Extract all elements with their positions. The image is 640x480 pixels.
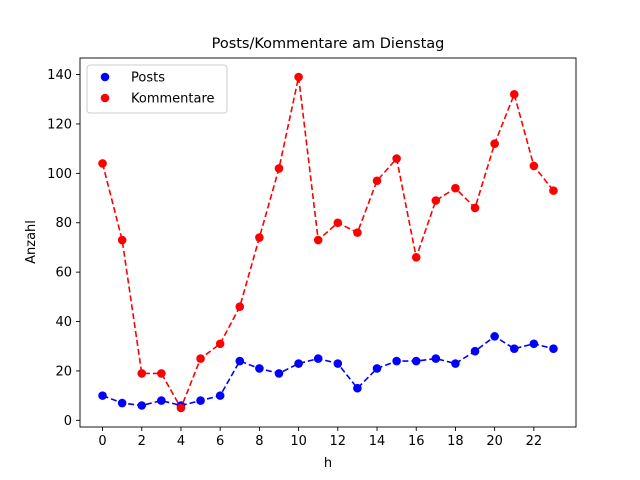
y-tick-label-60: 60 <box>55 266 72 281</box>
x-tick-label-22: 22 <box>526 434 543 449</box>
x-tick-label-2: 2 <box>138 434 146 449</box>
point-kommentare-21 <box>509 90 519 99</box>
point-kommentare-7 <box>235 302 245 312</box>
point-posts-13 <box>353 383 362 393</box>
x-tick-label-16: 16 <box>408 434 425 449</box>
point-posts-15 <box>392 356 401 366</box>
point-posts-10 <box>294 359 303 368</box>
point-kommentare-11 <box>313 235 323 245</box>
axes-frame <box>79 57 577 428</box>
x-tick-label-0: 0 <box>98 434 106 449</box>
point-posts-23 <box>549 344 558 354</box>
point-kommentare-5 <box>196 354 205 363</box>
point-kommentare-1 <box>117 235 127 245</box>
legend-box <box>86 64 228 114</box>
legend-label-posts: Posts <box>131 71 165 86</box>
point-kommentare-9 <box>274 164 284 173</box>
point-kommentare-4 <box>176 403 186 413</box>
point-kommentare-20 <box>490 139 499 149</box>
point-kommentare-17 <box>431 196 441 205</box>
legend-label-kommentare: Kommentare <box>131 92 215 107</box>
x-tick-label-20: 20 <box>486 434 503 449</box>
y-tick-label-0: 0 <box>64 414 72 429</box>
point-posts-2 <box>137 401 147 410</box>
point-kommentare-18 <box>451 183 460 193</box>
x-tick-label-8: 8 <box>255 434 263 449</box>
y-axis-label: Anzahl <box>24 220 39 264</box>
point-kommentare-16 <box>411 253 421 262</box>
y-tick-label-140: 140 <box>47 68 72 83</box>
point-kommentare-8 <box>255 233 264 242</box>
point-posts-16 <box>411 356 421 366</box>
y-tick-label-100: 100 <box>47 167 72 182</box>
point-kommentare-12 <box>333 218 343 228</box>
point-kommentare-6 <box>215 339 225 349</box>
point-posts-14 <box>372 364 382 373</box>
point-posts-7 <box>235 356 245 366</box>
x-axis-label: h <box>324 456 332 471</box>
y-tick-label-20: 20 <box>55 364 72 379</box>
point-posts-18 <box>451 359 460 368</box>
x-tick-label-10: 10 <box>290 434 307 449</box>
point-kommentare-19 <box>470 203 480 213</box>
point-posts-20 <box>490 332 499 341</box>
point-posts-12 <box>333 359 343 368</box>
point-kommentare-0 <box>98 159 107 168</box>
point-kommentare-2 <box>137 369 147 378</box>
point-kommentare-14 <box>372 176 382 186</box>
chart-title: Posts/Kommentare am Dienstag <box>212 36 445 52</box>
point-posts-1 <box>117 398 127 408</box>
point-posts-3 <box>157 396 166 405</box>
y-tick-label-80: 80 <box>55 216 72 231</box>
point-posts-11 <box>313 354 323 363</box>
point-posts-21 <box>509 344 519 354</box>
y-tick-label-40: 40 <box>55 315 72 330</box>
x-tick-label-4: 4 <box>177 434 185 449</box>
point-posts-19 <box>470 346 480 356</box>
point-posts-6 <box>215 391 225 400</box>
point-kommentare-10 <box>294 72 303 82</box>
x-tick-label-12: 12 <box>330 434 347 449</box>
point-posts-9 <box>274 369 284 378</box>
point-posts-5 <box>196 396 205 405</box>
point-kommentare-23 <box>549 186 558 195</box>
legend-marker-kommentare <box>100 93 110 103</box>
point-posts-0 <box>98 391 107 400</box>
point-posts-22 <box>529 339 539 349</box>
y-tick-label-120: 120 <box>47 117 72 132</box>
point-posts-17 <box>431 354 441 363</box>
x-tick-label-6: 6 <box>216 434 224 449</box>
series-line-kommentare <box>101 76 555 409</box>
point-kommentare-13 <box>353 228 362 237</box>
point-kommentare-15 <box>392 154 401 163</box>
point-kommentare-22 <box>529 161 539 171</box>
x-tick-label-18: 18 <box>447 434 464 449</box>
x-tick-label-14: 14 <box>369 434 386 449</box>
plot-area: 0 2 4 6 8 10 12 14 16 18 20 22 0 20 40 60 80 100 120 140 Pos… <box>47 57 577 449</box>
point-posts-8 <box>255 364 264 373</box>
point-kommentare-3 <box>157 369 166 378</box>
legend-marker-posts <box>100 72 110 82</box>
